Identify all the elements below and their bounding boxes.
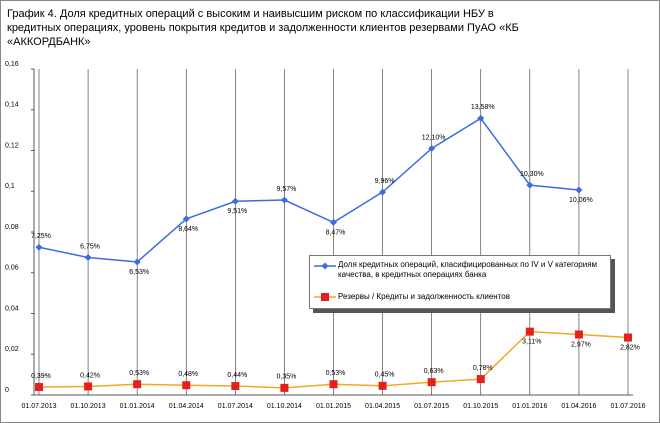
chart-title: График 4. Доля кредитных операций с высо…	[7, 8, 519, 48]
data-label: 3,11%	[522, 338, 541, 345]
data-label: 8,47%	[326, 229, 346, 236]
marker	[427, 378, 436, 387]
x-tick-label: 01.07.2015	[414, 403, 449, 410]
marker	[525, 327, 534, 336]
legend-key-marker	[321, 293, 329, 301]
y-tick-label: 0,14	[5, 102, 19, 109]
y-tick-label: 0	[5, 387, 9, 394]
marker	[231, 382, 240, 391]
data-label: 0,63%	[424, 368, 444, 375]
x-tick-label: 01.04.2016	[561, 403, 596, 410]
x-tick-label: 01.04.2014	[169, 403, 204, 410]
data-label: 0,44%	[227, 372, 247, 379]
x-tick-label: 01.10.2013	[71, 403, 106, 410]
y-tick-label: 0,06	[5, 265, 19, 272]
data-label: 0,39%	[31, 373, 51, 380]
data-label: 0,42%	[80, 372, 100, 379]
marker	[428, 144, 436, 152]
legend-label: Доля кредитных операций, класифицированн…	[338, 260, 598, 279]
marker	[378, 381, 387, 390]
marker	[280, 383, 289, 392]
data-label: 0,48%	[178, 371, 198, 378]
x-tick-label: 01.10.2015	[463, 403, 498, 410]
marker	[575, 186, 583, 194]
y-tick-label: 0,04	[5, 305, 19, 312]
marker	[574, 330, 583, 339]
data-label: 0,53%	[129, 370, 149, 377]
data-label: 10,06%	[569, 197, 593, 204]
y-tick-label: 0,12	[5, 142, 19, 149]
data-label: 9,57%	[276, 186, 296, 193]
marker	[476, 375, 485, 384]
y-tick-label: 0,08	[5, 224, 19, 231]
marker	[84, 253, 92, 261]
data-label: 9,51%	[227, 208, 247, 215]
marker	[624, 333, 632, 342]
data-label: 9,96%	[375, 178, 395, 185]
marker	[477, 114, 485, 122]
marker	[231, 197, 239, 205]
marker	[330, 218, 337, 226]
y-tick-label: 0,16	[5, 61, 19, 68]
x-tick-label: 01.10.2014	[267, 403, 302, 410]
data-label: 7,25%	[31, 233, 51, 240]
marker	[35, 243, 43, 251]
data-label: 13,58%	[471, 104, 495, 111]
marker	[133, 258, 141, 266]
x-tick-label: 01.01.2016	[512, 403, 547, 410]
y-tick-label: 0,02	[5, 346, 19, 353]
x-tick-label: 01.07.2014	[218, 403, 253, 410]
marker	[182, 381, 191, 390]
data-label: 0,78%	[473, 365, 493, 372]
x-tick-label: 01.01.2014	[120, 403, 155, 410]
y-tick-label: 0,1	[5, 183, 15, 190]
marker	[280, 196, 288, 204]
marker	[379, 188, 387, 196]
marker	[526, 181, 534, 189]
marker	[182, 215, 190, 223]
legend-keys	[314, 262, 336, 301]
data-label: 8,64%	[178, 226, 198, 233]
data-label: 2,82%	[620, 344, 640, 351]
marker	[329, 380, 338, 389]
marker	[84, 382, 93, 391]
legend-label: Резервы / Кредиты и задолженность клиент…	[338, 292, 510, 301]
x-tick-label: 01.07.2013	[21, 403, 56, 410]
x-tick-label: 01.01.2015	[316, 403, 351, 410]
data-label: 12,10%	[422, 134, 446, 141]
data-label: 6,53%	[129, 269, 149, 276]
data-label: 0,45%	[375, 372, 395, 379]
series-line	[38, 117, 579, 263]
x-tick-label: 01.04.2015	[365, 403, 400, 410]
data-label: 2,97%	[571, 341, 591, 348]
marker	[35, 383, 43, 392]
x-tick-label: 01.07.2016	[610, 403, 645, 410]
legend: Доля кредитных операций, класифицированн…	[309, 255, 611, 309]
data-label: 0,53%	[326, 370, 346, 377]
legend-key-marker	[321, 262, 329, 270]
marker	[133, 380, 142, 389]
data-label: 0,35%	[276, 374, 296, 381]
data-label: 10,30%	[520, 171, 544, 178]
data-label: 6,75%	[80, 243, 100, 250]
